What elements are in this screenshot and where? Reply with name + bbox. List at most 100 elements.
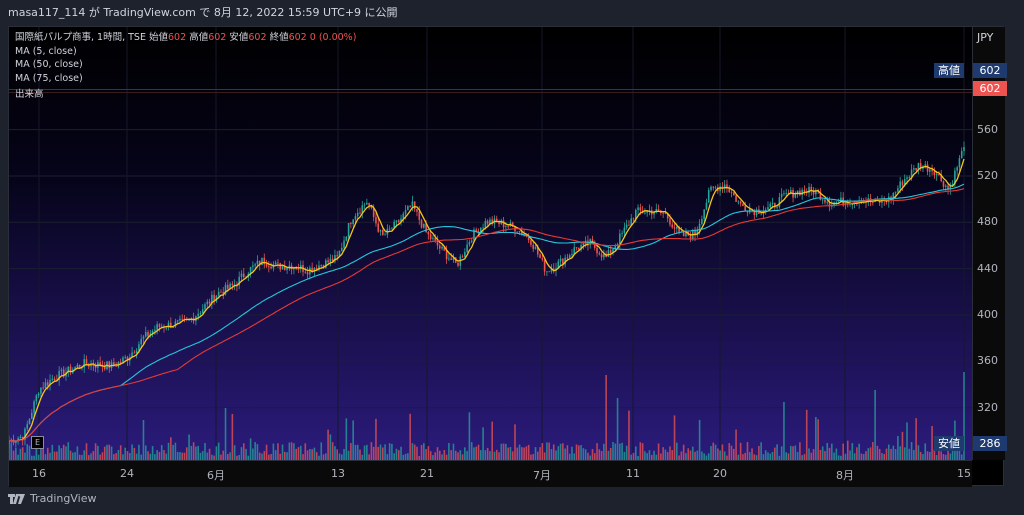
chart-frame[interactable]: 国際紙パルプ商事, 1時間, TSE 始値602 高値602 安値602 終値6… bbox=[8, 26, 1007, 487]
candle-body bbox=[172, 326, 174, 329]
candle-body bbox=[835, 201, 838, 203]
candle-body bbox=[559, 258, 562, 262]
volume-bar bbox=[869, 447, 872, 460]
legend-ma5[interactable]: MA (5, close) bbox=[15, 45, 77, 57]
volume-bar bbox=[311, 449, 313, 460]
volume-bar bbox=[712, 442, 715, 460]
volume-bar bbox=[771, 451, 774, 460]
legend-volume[interactable]: 出来高 bbox=[15, 89, 44, 100]
volume-bar bbox=[345, 418, 348, 460]
volume-bar bbox=[409, 413, 411, 460]
volume-bar bbox=[755, 455, 758, 460]
candle-body bbox=[949, 185, 952, 190]
volume-bar bbox=[883, 454, 886, 460]
candle-body bbox=[491, 219, 493, 224]
candle-body bbox=[778, 197, 781, 207]
volume-bar bbox=[72, 452, 74, 460]
volume-bar bbox=[867, 448, 870, 460]
volume-bar bbox=[539, 447, 541, 460]
volume-bar bbox=[302, 454, 304, 460]
candle-body bbox=[591, 239, 594, 242]
volume-bar bbox=[418, 455, 421, 460]
candle-body bbox=[331, 258, 334, 262]
candle-body bbox=[824, 199, 826, 203]
volume-bar bbox=[858, 443, 860, 460]
candle-body bbox=[62, 369, 65, 377]
volume-bar bbox=[135, 453, 138, 460]
volume-bar bbox=[780, 446, 783, 460]
volume-bar bbox=[325, 453, 327, 460]
volume-bar bbox=[368, 454, 370, 460]
footer-brand[interactable]: TradingView bbox=[8, 492, 96, 505]
candle-body bbox=[119, 361, 122, 363]
candle-body bbox=[372, 207, 375, 217]
volume-bar bbox=[607, 450, 610, 460]
candle-body bbox=[156, 324, 158, 330]
volume-bar bbox=[377, 446, 380, 460]
candle-body bbox=[908, 176, 911, 178]
date-tick-label: 6月 bbox=[207, 469, 225, 482]
volume-bar bbox=[799, 442, 801, 460]
candle-body bbox=[794, 194, 797, 198]
candle-body bbox=[742, 203, 744, 207]
legend-ma75[interactable]: MA (75, close) bbox=[15, 72, 83, 84]
candle-body bbox=[51, 378, 54, 380]
volume-bar bbox=[881, 453, 883, 460]
candle-body bbox=[133, 352, 136, 354]
candle-body bbox=[409, 206, 411, 207]
candle-body bbox=[480, 227, 482, 234]
volume-bar bbox=[94, 443, 97, 460]
candle-body bbox=[297, 268, 300, 270]
legend-symbol-line[interactable]: 国際紙パルプ商事, 1時間, TSE 始値602 高値602 安値602 終値6… bbox=[15, 31, 356, 45]
volume-bar bbox=[411, 443, 414, 460]
candle-body bbox=[944, 185, 947, 187]
candle-body bbox=[562, 258, 564, 265]
candle-body bbox=[511, 222, 514, 227]
volume-bar bbox=[304, 443, 307, 460]
volume-bar bbox=[673, 415, 676, 460]
plot-area[interactable]: 国際紙パルプ商事, 1時間, TSE 始値602 高値602 安値602 終値6… bbox=[9, 27, 972, 460]
volume-bar bbox=[587, 452, 589, 460]
time-axis[interactable]: 16 24 6月 13 21 7月 11 20 8月 15 bbox=[9, 460, 972, 487]
volume-bar bbox=[395, 448, 398, 460]
candle-body bbox=[288, 265, 291, 268]
volume-bar bbox=[603, 443, 605, 460]
candle-body bbox=[712, 186, 715, 188]
volume-bar bbox=[199, 452, 202, 460]
volume-bar bbox=[249, 438, 252, 460]
candle-body bbox=[721, 186, 724, 189]
earnings-event-marker[interactable]: E bbox=[31, 436, 44, 449]
volume-bar bbox=[170, 437, 172, 460]
candle-body bbox=[320, 265, 323, 267]
legend-ma50[interactable]: MA (50, close) bbox=[15, 59, 83, 70]
volume-bar bbox=[621, 442, 623, 460]
candle-body bbox=[521, 230, 523, 236]
volume-bar bbox=[12, 450, 15, 460]
candle-body bbox=[281, 265, 284, 270]
volume-bar bbox=[15, 447, 17, 460]
chart-canvas[interactable] bbox=[9, 27, 972, 460]
candle-body bbox=[568, 255, 571, 258]
volume-bar bbox=[147, 451, 149, 460]
volume-bar bbox=[293, 443, 295, 460]
volume-bar bbox=[379, 444, 382, 460]
volume-bar bbox=[258, 452, 261, 460]
candle-body bbox=[238, 276, 241, 286]
candle-body bbox=[596, 247, 598, 254]
candle-body bbox=[776, 206, 778, 208]
candle-body bbox=[815, 190, 817, 195]
volume-bar bbox=[165, 453, 168, 460]
volume-bar bbox=[694, 451, 696, 460]
candle-body bbox=[400, 218, 402, 223]
candle-body bbox=[436, 240, 439, 246]
candle-body bbox=[753, 209, 756, 216]
volume-bar bbox=[947, 447, 949, 460]
date-tick-label: 21 bbox=[420, 467, 434, 480]
volume-bar bbox=[707, 453, 710, 460]
volume-bar bbox=[21, 447, 24, 460]
volume-bar bbox=[46, 447, 49, 460]
price-tick-label: 320 bbox=[977, 400, 998, 414]
candle-body bbox=[484, 220, 487, 228]
volume-bar bbox=[901, 431, 904, 460]
